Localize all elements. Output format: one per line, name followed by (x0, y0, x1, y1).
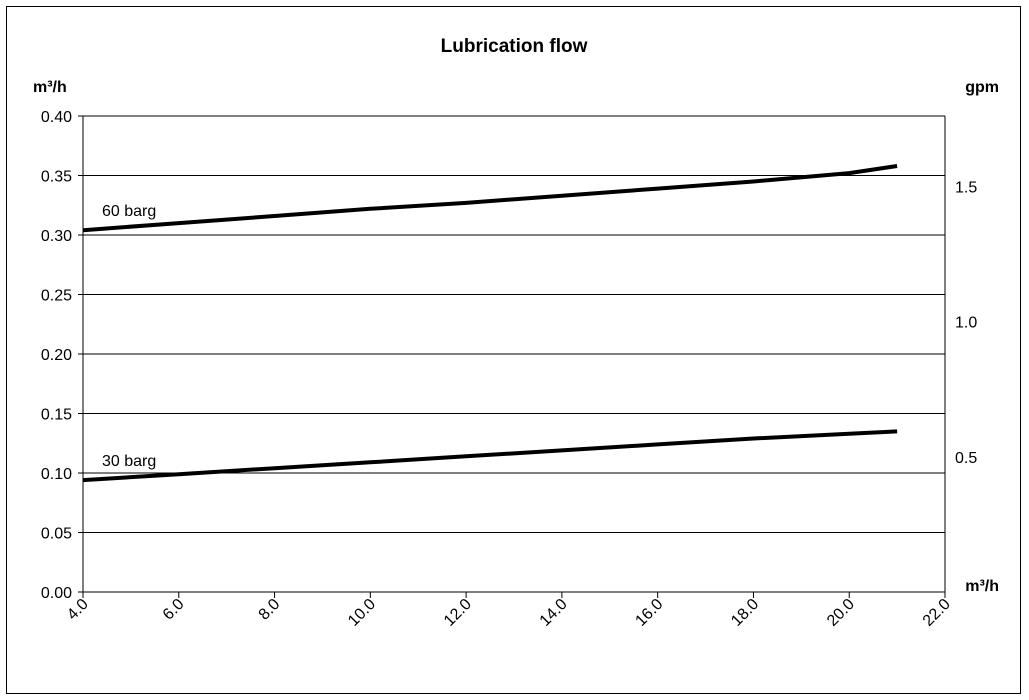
series-line-1 (82, 429, 898, 483)
chart-frame (6, 6, 1021, 694)
y-tick-label-4: 0.20 (41, 347, 72, 364)
y-tick-label-2: 0.10 (41, 466, 72, 483)
y-tick-label-5: 0.25 (41, 288, 72, 305)
y-axis-unit-label: m³/h (33, 79, 67, 96)
x-axis-ticks: 4.0 6.0 8.0 10.0 12.0 14.0 16.0 18.0 20.0 22.0 (64, 592, 954, 630)
y2-axis-ticks: 0.5 1.0 1.5 (955, 180, 977, 467)
y-tick-label-8: 0.40 (41, 109, 72, 126)
x-tick-label-3: 10.0 (345, 596, 379, 630)
y-tick-label-6: 0.30 (41, 228, 72, 245)
y-axis-ticks: 0.00 0.05 0.10 0.15 0.20 0.25 0.30 0.35 0.40 (41, 109, 83, 602)
series-labels: 60 barg 30 barg (102, 203, 156, 470)
x-tick-label-6: 16.0 (632, 596, 666, 630)
y-tick-label-3: 0.15 (41, 407, 72, 424)
x-tick-label-9: 22.0 (920, 596, 954, 630)
x-tick-label-7: 18.0 (728, 596, 762, 630)
series-line-0 (82, 164, 898, 233)
x-tick-label-1: 6.0 (160, 596, 188, 624)
y2-tick-label-1: 1.0 (955, 315, 977, 332)
series-lines (82, 164, 898, 483)
y2-axis-unit-label: gpm (965, 79, 999, 96)
x-axis-unit-label: m³/h (965, 578, 999, 595)
y-tick-label-7: 0.35 (41, 169, 72, 186)
y-tick-label-0: 0.00 (41, 585, 72, 602)
x-tick-label-4: 12.0 (441, 596, 475, 630)
x-tick-label-8: 20.0 (824, 596, 858, 630)
y2-tick-label-2: 1.5 (955, 180, 977, 197)
x-tick-label-2: 8.0 (256, 596, 284, 624)
y2-tick-label-0: 0.5 (955, 450, 977, 467)
grid-lines (83, 115, 945, 533)
series-label-0: 60 barg (102, 203, 156, 220)
x-tick-label-5: 14.0 (537, 596, 571, 630)
y-tick-label-1: 0.05 (41, 526, 72, 543)
series-label-1: 30 barg (102, 453, 156, 470)
chart-title: Lubrication flow (441, 36, 588, 57)
